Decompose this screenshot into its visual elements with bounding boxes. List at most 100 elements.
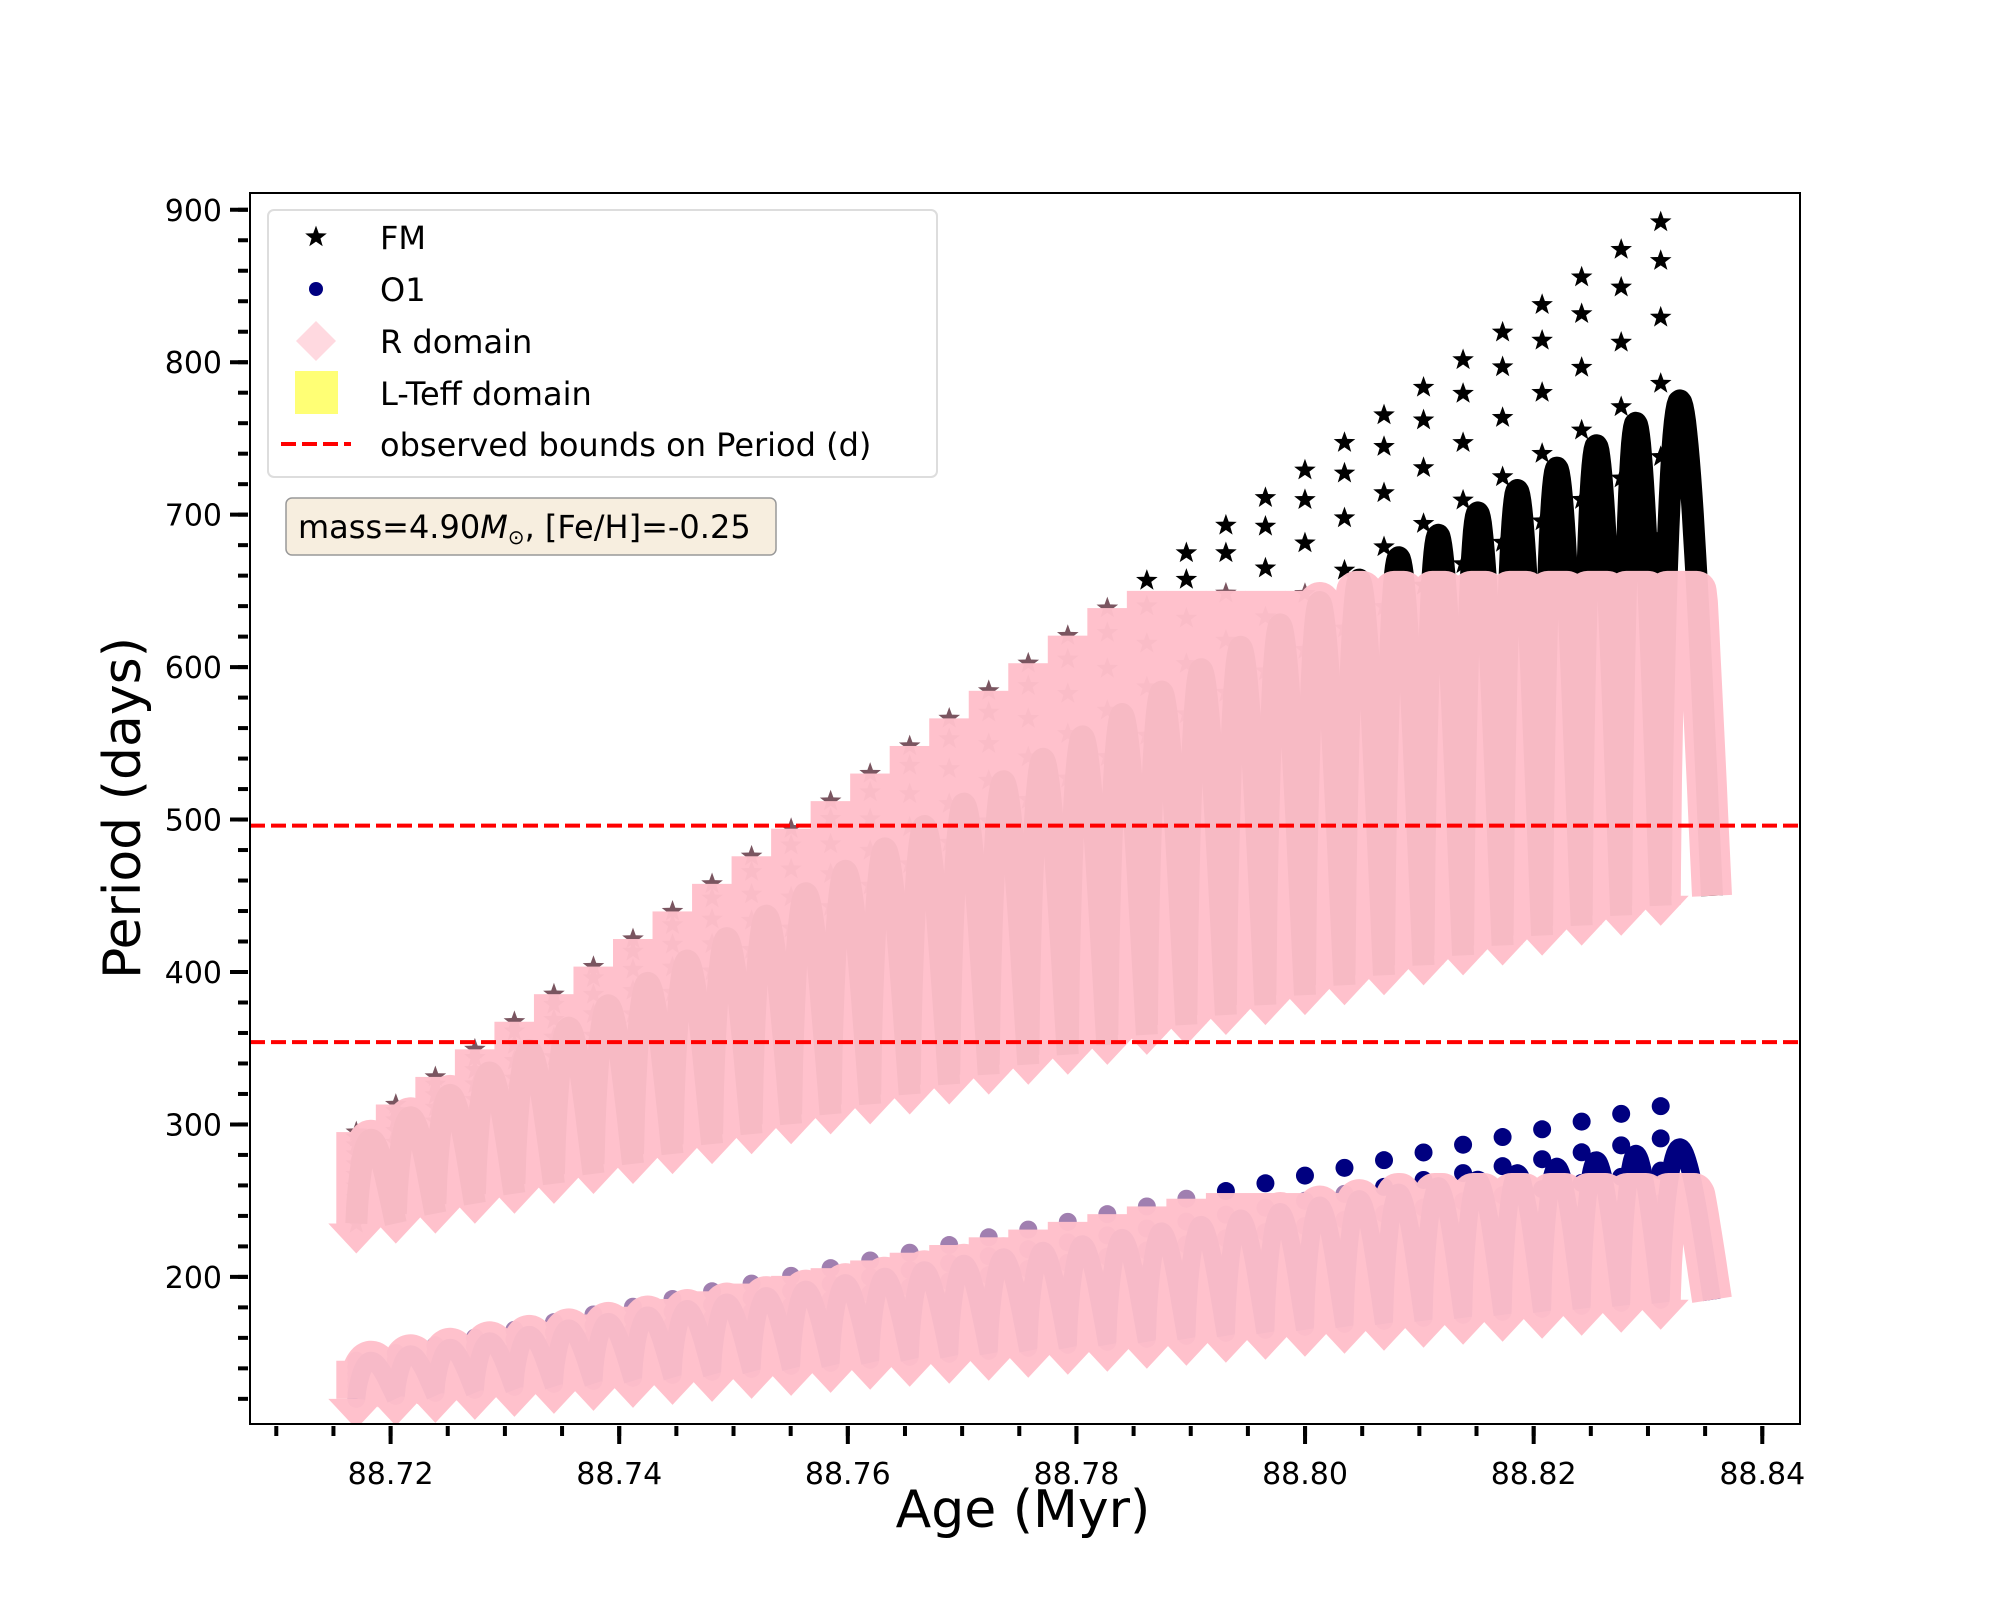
r-domain-diamond-tip — [525, 1173, 582, 1204]
r-domain-diamond-tip — [1197, 1005, 1254, 1036]
fm-star-point — [1452, 382, 1474, 403]
r-domain-fm-column — [1601, 590, 1642, 906]
r-domain-fm-column — [810, 801, 851, 1105]
r-domain-o1-tip — [486, 1386, 543, 1417]
r-domain-fm-column — [533, 994, 574, 1174]
observed-bounds — [250, 823, 1800, 1045]
r-domain-fm-column — [415, 1076, 456, 1204]
r-domain-diamond-tip — [881, 1084, 938, 1115]
r-domain-diamond-tip — [1593, 905, 1650, 936]
r-domain-o1-tip — [1593, 1302, 1650, 1333]
r-domain-diamond-tip — [1356, 965, 1413, 996]
x-tick-label: 88.76 — [805, 1457, 891, 1492]
r-domain-o1-column — [1087, 1214, 1128, 1342]
r-domain-fm-column — [1443, 590, 1484, 946]
fm-star-point — [1570, 265, 1593, 287]
legend-square-icon — [295, 371, 338, 414]
r-domain-o1-column — [1008, 1229, 1049, 1348]
r-domain-fm-column — [1403, 590, 1444, 956]
fm-star-point — [1294, 531, 1316, 553]
o1-dot-point — [1493, 1157, 1512, 1176]
r-domain-fm-column — [573, 966, 614, 1164]
r-domain-diamond-tip — [921, 1074, 978, 1105]
r-domain-diamond-tip — [1632, 895, 1689, 926]
r-domain-o1-column — [1561, 1193, 1602, 1306]
r-domain-diamond-tip — [1158, 1014, 1215, 1045]
r-domain-diamond-tip — [565, 1163, 622, 1194]
r-domain-diamond-tip — [1395, 955, 1452, 986]
r-domain-o1-column — [336, 1360, 377, 1399]
r-domain-diamond-tip — [407, 1203, 464, 1234]
r-domain-o1-tip — [1553, 1305, 1610, 1336]
r-domain-fm-column — [1047, 635, 1088, 1045]
fm-star-point — [1254, 486, 1277, 507]
r-domain-diamond-tip — [1553, 915, 1610, 946]
r-domain-fm-column — [1284, 590, 1325, 986]
r-domain-o1-tip — [802, 1362, 859, 1393]
r-domain-o1-tip — [881, 1356, 938, 1387]
r-domain-fm-column — [1561, 590, 1602, 916]
r-domain-o1-tip — [1632, 1299, 1689, 1330]
r-domain-o1-tip — [565, 1380, 622, 1411]
fm-star-point — [1491, 355, 1514, 377]
r-domain-fm-column — [1126, 590, 1167, 1025]
fm-star-point — [1175, 541, 1198, 563]
y-axis-label: Period (days) — [93, 637, 153, 979]
o1-dot-point — [1651, 1097, 1670, 1116]
r-domain-fm-column — [889, 745, 930, 1085]
r-domain-fm-column — [652, 911, 693, 1145]
y-tick-label: 600 — [165, 651, 222, 686]
r-domain-o1-column — [1324, 1193, 1365, 1324]
r-domain-o1-column — [454, 1337, 495, 1390]
r-domain-o1-segment — [1640, 1173, 1732, 1312]
annotation-sun-symbol: ⊙ — [508, 525, 525, 549]
fm-star-point — [1412, 376, 1435, 397]
r-domain-diamond-tip — [763, 1114, 820, 1145]
r-domain-o1-column — [692, 1291, 733, 1372]
fm-star-point — [1570, 356, 1593, 377]
r-domain-o1-column — [612, 1306, 653, 1378]
r-domain-diamond-tip — [723, 1124, 780, 1155]
r-domain-diamond-tip — [446, 1193, 503, 1224]
fm-star-point — [1570, 418, 1593, 440]
r-domain-o1-tip — [1435, 1314, 1492, 1345]
r-domain-o1-column — [1166, 1198, 1207, 1336]
r-domain-diamond-tip — [1435, 945, 1492, 976]
r-domain-series — [328, 570, 1732, 1424]
fm-star-point — [1333, 461, 1356, 483]
x-axis-label: Age (Myr) — [896, 1480, 1151, 1540]
r-domain-o1-tip — [1197, 1332, 1254, 1363]
r-domain-diamond-tip — [644, 1144, 701, 1175]
o1-dot-point — [1651, 1129, 1670, 1148]
o1-dot-point — [1612, 1136, 1631, 1155]
y-tick-label: 300 — [165, 1108, 222, 1143]
r-domain-o1-column — [494, 1329, 535, 1387]
fm-star-point — [1610, 395, 1632, 417]
r-domain-o1-tip — [1276, 1326, 1333, 1357]
o1-dot-point — [1493, 1128, 1512, 1147]
o1-dot-point — [1572, 1112, 1591, 1131]
r-domain-diamond-tip — [1474, 935, 1531, 966]
axes-frame — [249, 192, 1801, 1425]
y-tick-label: 700 — [165, 499, 222, 534]
r-domain-o1-tip — [960, 1350, 1017, 1381]
r-domain-diamond-tip — [1276, 985, 1333, 1016]
annotation-metallicity: , [Fe/H]=-0.25 — [525, 508, 751, 546]
annotation-box — [285, 497, 777, 556]
r-domain-fm-column — [1522, 590, 1563, 926]
r-domain-diamond-tip — [842, 1094, 899, 1125]
fm-star-point — [1254, 514, 1277, 536]
o1-dot-point — [1612, 1104, 1631, 1123]
r-domain-o1-column — [1601, 1193, 1642, 1303]
fm-star-point — [1531, 328, 1553, 350]
r-domain-fm-column — [336, 1132, 377, 1224]
legend-label-fm: FM — [380, 219, 426, 257]
r-domain-o1-tip — [1316, 1323, 1373, 1354]
fm-star-point — [1649, 210, 1672, 232]
r-domain-diamond-tip — [960, 1064, 1017, 1095]
r-domain-o1-column — [771, 1275, 812, 1366]
r-domain-diamond-tip — [684, 1134, 741, 1165]
r-domain-fm-column — [1640, 590, 1681, 896]
fm-star-point — [1649, 249, 1672, 270]
